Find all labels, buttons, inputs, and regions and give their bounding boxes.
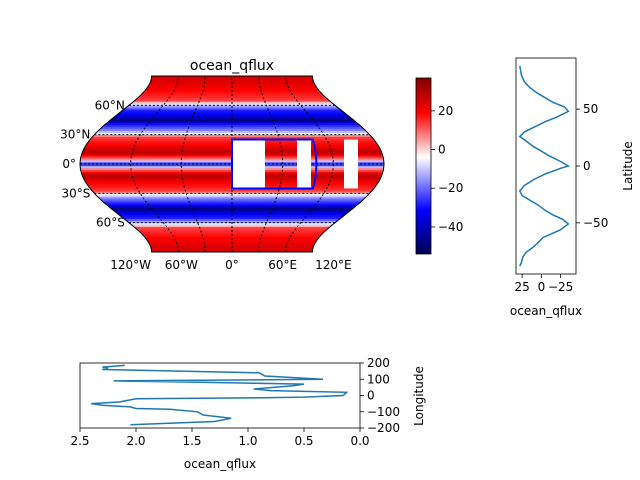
y-tick-label: −50 bbox=[583, 216, 608, 230]
colorbar: 20 0 −20 −40 bbox=[415, 77, 463, 255]
latitude-profile-ylabel: Latitude bbox=[621, 141, 635, 190]
y-tick-label: 50 bbox=[583, 102, 598, 116]
map-band bbox=[80, 119, 384, 122]
longitude-profile-axes bbox=[79, 362, 361, 429]
map-band bbox=[80, 191, 384, 194]
lat-tick-labels: 60°N 30°N 0° 30°S 60°S bbox=[60, 98, 125, 229]
y-tick-label: 100 bbox=[367, 372, 390, 386]
lon-tick-label: 120°E bbox=[315, 258, 352, 272]
meridian-line bbox=[130, 76, 179, 252]
map-band bbox=[80, 132, 384, 135]
x-tick-label: 25 bbox=[515, 280, 530, 294]
colorbar-tick-label: 20 bbox=[438, 104, 453, 118]
map-band bbox=[80, 136, 384, 139]
map-band bbox=[80, 76, 384, 79]
map-band bbox=[80, 210, 384, 214]
map-band bbox=[80, 195, 384, 198]
x-tick-label: 2.0 bbox=[126, 434, 145, 448]
y-tick-label: 200 bbox=[367, 356, 390, 370]
region-box bbox=[231, 138, 318, 190]
colorbar-gradient bbox=[415, 77, 432, 255]
map-band bbox=[80, 244, 384, 247]
colorbar-tick-label: 0 bbox=[438, 143, 446, 157]
map-band bbox=[80, 83, 384, 87]
map-band bbox=[80, 240, 384, 243]
map-band bbox=[80, 203, 384, 206]
lat-tick-label: 30°S bbox=[61, 186, 90, 200]
map-band bbox=[80, 220, 384, 223]
map-band bbox=[80, 128, 384, 132]
latitude-profile-y-ticks: 50 0 −50 bbox=[576, 102, 608, 230]
map-band bbox=[80, 216, 384, 220]
map-band bbox=[80, 103, 384, 106]
y-tick-label: −200 bbox=[367, 421, 400, 435]
map-band bbox=[80, 91, 384, 94]
x-tick-label: 0 bbox=[538, 280, 546, 294]
latitude-profile-line bbox=[518, 65, 571, 267]
map-band bbox=[80, 107, 384, 110]
longitude-profile-line bbox=[91, 364, 349, 426]
longitude-profile-x-ticks: 2.5 2.0 1.5 1.0 0.5 0.0 bbox=[70, 428, 370, 448]
colorbar-tick-label: −20 bbox=[438, 181, 463, 195]
map-band bbox=[80, 111, 384, 114]
y-tick-label: 0 bbox=[367, 389, 375, 403]
masked-region bbox=[344, 139, 358, 189]
masked-region bbox=[232, 139, 265, 189]
latitude-profile-panel: 25 0 −25 500−50 ocean_qflux Latitude bbox=[510, 57, 635, 318]
longitude-profile-ylabel: Longitude bbox=[412, 366, 426, 426]
longitude-profile-xlabel: ocean_qflux bbox=[184, 457, 256, 471]
y-tick-label: 0 bbox=[583, 159, 591, 173]
map-title: ocean_qflux bbox=[190, 58, 274, 74]
longitude-profile-panel: 2.5 2.0 1.5 1.0 0.5 0.0 200 100 0 −100 −200 ocean… bbox=[70, 356, 426, 471]
map-band bbox=[80, 79, 384, 83]
lat-tick-label: 60°S bbox=[96, 216, 125, 230]
map-panel: ocean_qflux 60°N 30°N 0° 30°S 60°S 120°W 60°W… bbox=[60, 58, 385, 272]
latitude-profile-x-ticks: 25 0 −25 bbox=[515, 274, 573, 294]
x-tick-label: 0.0 bbox=[350, 434, 369, 448]
x-tick-label: 2.5 bbox=[70, 434, 89, 448]
map-band bbox=[80, 95, 384, 98]
map-band bbox=[80, 115, 384, 118]
colorbar-ticks: 20 0 −20 −40 bbox=[431, 104, 463, 234]
map-band bbox=[80, 236, 384, 239]
map-band bbox=[80, 87, 384, 90]
lon-tick-label: 60°W bbox=[165, 258, 198, 272]
meridian-line bbox=[285, 76, 334, 252]
map-band bbox=[80, 228, 384, 231]
longitude-profile-y-ticks: 200 100 0 −100 −200 bbox=[360, 356, 400, 435]
lat-tick-label: 60°N bbox=[95, 98, 125, 112]
masked-region bbox=[297, 139, 311, 189]
map-band bbox=[80, 99, 384, 102]
lon-tick-label: 60°E bbox=[268, 258, 297, 272]
lat-tick-label: 30°N bbox=[60, 128, 90, 142]
lon-tick-labels: 120°W 60°W 0° 60°E 120°E bbox=[110, 258, 351, 272]
colorbar-tick-label: −40 bbox=[438, 220, 463, 234]
map-band bbox=[80, 199, 384, 202]
lat-tick-label: 0° bbox=[62, 157, 76, 171]
highlight-region bbox=[231, 138, 358, 190]
latitude-profile-xlabel: ocean_qflux bbox=[510, 304, 582, 318]
map-outline bbox=[79, 75, 385, 253]
x-tick-label: 1.0 bbox=[238, 434, 257, 448]
map-band bbox=[80, 207, 384, 210]
map-band bbox=[80, 224, 384, 227]
y-tick-label: −100 bbox=[367, 405, 400, 419]
lon-tick-label: 0° bbox=[225, 258, 239, 272]
map-band bbox=[80, 232, 384, 235]
x-tick-label: 1.5 bbox=[182, 434, 201, 448]
map-band bbox=[80, 122, 384, 126]
lon-tick-label: 120°W bbox=[110, 258, 151, 272]
x-tick-label: −25 bbox=[548, 280, 573, 294]
map-band bbox=[80, 248, 384, 251]
x-tick-label: 0.5 bbox=[294, 434, 313, 448]
